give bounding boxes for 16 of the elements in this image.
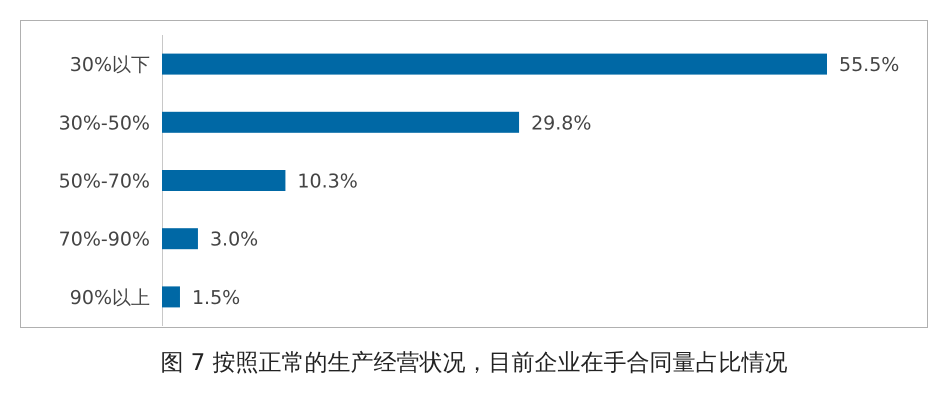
data-label: 10.3% (297, 170, 358, 192)
data-label: 1.5% (192, 286, 240, 309)
y-tick-label: 70%-90% (58, 228, 150, 251)
y-tick-label: 50%-70% (58, 170, 150, 192)
text: 图 7 按照正常的生产经营状况，目前企业在手合同量占比情况 (160, 350, 788, 376)
bar (162, 170, 286, 191)
bar (162, 286, 180, 308)
y-tick-label: 90%以上 (70, 286, 150, 309)
data-label: 55.5% (839, 54, 900, 76)
data-label: 3.0% (210, 228, 258, 251)
bar (162, 54, 827, 75)
y-tick-label: 30%以下 (70, 54, 150, 76)
data-label: 29.8% (531, 112, 592, 134)
bar (162, 228, 198, 250)
bar (162, 112, 520, 133)
y-tick-label: 30%-50% (58, 112, 150, 134)
